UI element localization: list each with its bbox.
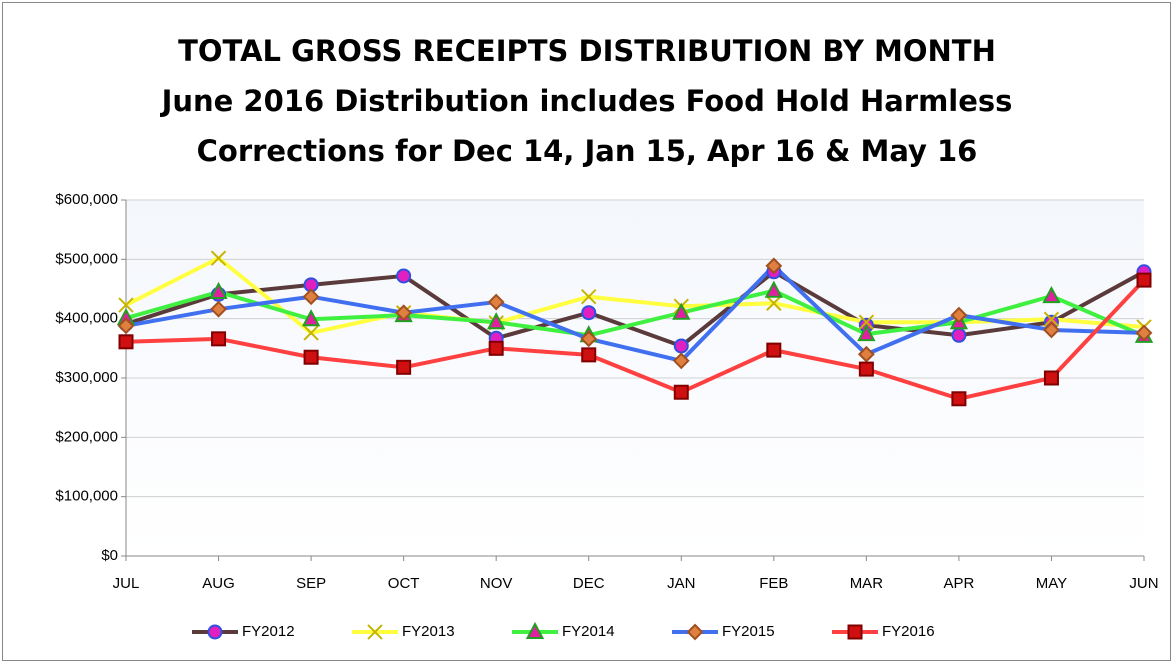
legend-label: FY2013 bbox=[402, 623, 455, 640]
marker bbox=[847, 624, 863, 640]
marker bbox=[764, 280, 783, 298]
marker bbox=[367, 624, 383, 640]
x-tick-label: JUN bbox=[1129, 575, 1158, 592]
x-tick-label: DEC bbox=[573, 575, 605, 592]
marker bbox=[1043, 311, 1060, 327]
x-tick-label: JAN bbox=[667, 575, 695, 592]
marker bbox=[766, 295, 782, 311]
series-line bbox=[125, 278, 1146, 401]
marker bbox=[1135, 324, 1153, 342]
marker bbox=[525, 621, 545, 639]
y-tick-label: $300,000 bbox=[55, 369, 118, 386]
y-tick-label: $400,000 bbox=[55, 310, 118, 327]
marker bbox=[396, 359, 412, 375]
chart-title: TOTAL GROSS RECEIPTS DISTRIBUTION BY MON… bbox=[178, 34, 996, 68]
marker bbox=[209, 281, 228, 299]
marker bbox=[301, 309, 321, 327]
x-tick-label: FEB bbox=[759, 575, 788, 592]
marker bbox=[857, 345, 875, 363]
marker bbox=[302, 288, 320, 306]
marker bbox=[1136, 272, 1152, 288]
legend-item: FY2016 bbox=[832, 623, 935, 640]
legend-label: FY2012 bbox=[242, 623, 295, 640]
x-tick-label: OCT bbox=[388, 575, 420, 592]
series-line bbox=[125, 263, 1145, 363]
y-tick-label: $200,000 bbox=[55, 428, 118, 445]
marker bbox=[487, 293, 505, 311]
legend-label: FY2015 bbox=[722, 623, 775, 640]
marker bbox=[303, 325, 319, 341]
marker bbox=[858, 361, 874, 377]
chart-title: Corrections for Dec 14, Jan 15, Apr 16 &… bbox=[197, 134, 978, 168]
marker bbox=[951, 391, 967, 407]
x-tick-label: MAR bbox=[850, 575, 884, 592]
marker bbox=[210, 250, 227, 266]
marker bbox=[581, 347, 597, 363]
series-line bbox=[125, 256, 1145, 335]
marker bbox=[686, 623, 704, 641]
marker bbox=[673, 338, 689, 354]
legend-item: FY2012 bbox=[192, 623, 295, 640]
legend-label: FY2014 bbox=[562, 623, 615, 640]
marker bbox=[211, 331, 227, 347]
marker bbox=[672, 352, 690, 370]
marker bbox=[580, 330, 598, 348]
marker bbox=[766, 342, 782, 358]
y-tick-label: $600,000 bbox=[55, 191, 118, 208]
marker bbox=[488, 340, 504, 356]
marker bbox=[118, 297, 134, 313]
x-tick-label: NOV bbox=[480, 575, 513, 592]
marker bbox=[1043, 370, 1059, 386]
y-tick-label: $500,000 bbox=[55, 250, 118, 267]
marker bbox=[118, 334, 134, 350]
x-tick-label: AUG bbox=[202, 575, 235, 592]
marker bbox=[950, 306, 968, 324]
x-tick-label: APR bbox=[943, 575, 974, 592]
marker bbox=[210, 300, 227, 318]
marker bbox=[858, 314, 875, 330]
marker bbox=[673, 384, 689, 400]
marker bbox=[951, 327, 967, 343]
marker bbox=[487, 312, 506, 330]
y-tick-label: $100,000 bbox=[55, 488, 118, 505]
marker bbox=[581, 305, 597, 321]
marker bbox=[207, 624, 223, 640]
marker bbox=[1043, 321, 1060, 339]
x-tick-label: SEP bbox=[296, 575, 326, 592]
marker bbox=[581, 289, 597, 305]
legend-item: FY2013 bbox=[352, 623, 455, 640]
y-tick-label: $0 bbox=[101, 547, 118, 564]
series-line bbox=[125, 269, 1145, 348]
marker bbox=[396, 268, 412, 284]
legend-item: FY2014 bbox=[512, 621, 615, 640]
x-tick-label: MAY bbox=[1036, 575, 1067, 592]
marker bbox=[765, 257, 783, 275]
marker bbox=[672, 302, 691, 320]
x-tick-label: JUL bbox=[113, 575, 140, 592]
marker bbox=[303, 349, 319, 365]
chart-title: June 2016 Distribution includes Food Hol… bbox=[160, 84, 1013, 118]
marker bbox=[857, 323, 876, 342]
legend-label: FY2016 bbox=[882, 623, 935, 640]
legend-item: FY2015 bbox=[672, 623, 775, 641]
marker bbox=[395, 304, 413, 322]
marker bbox=[117, 317, 135, 335]
marker bbox=[1042, 286, 1061, 304]
